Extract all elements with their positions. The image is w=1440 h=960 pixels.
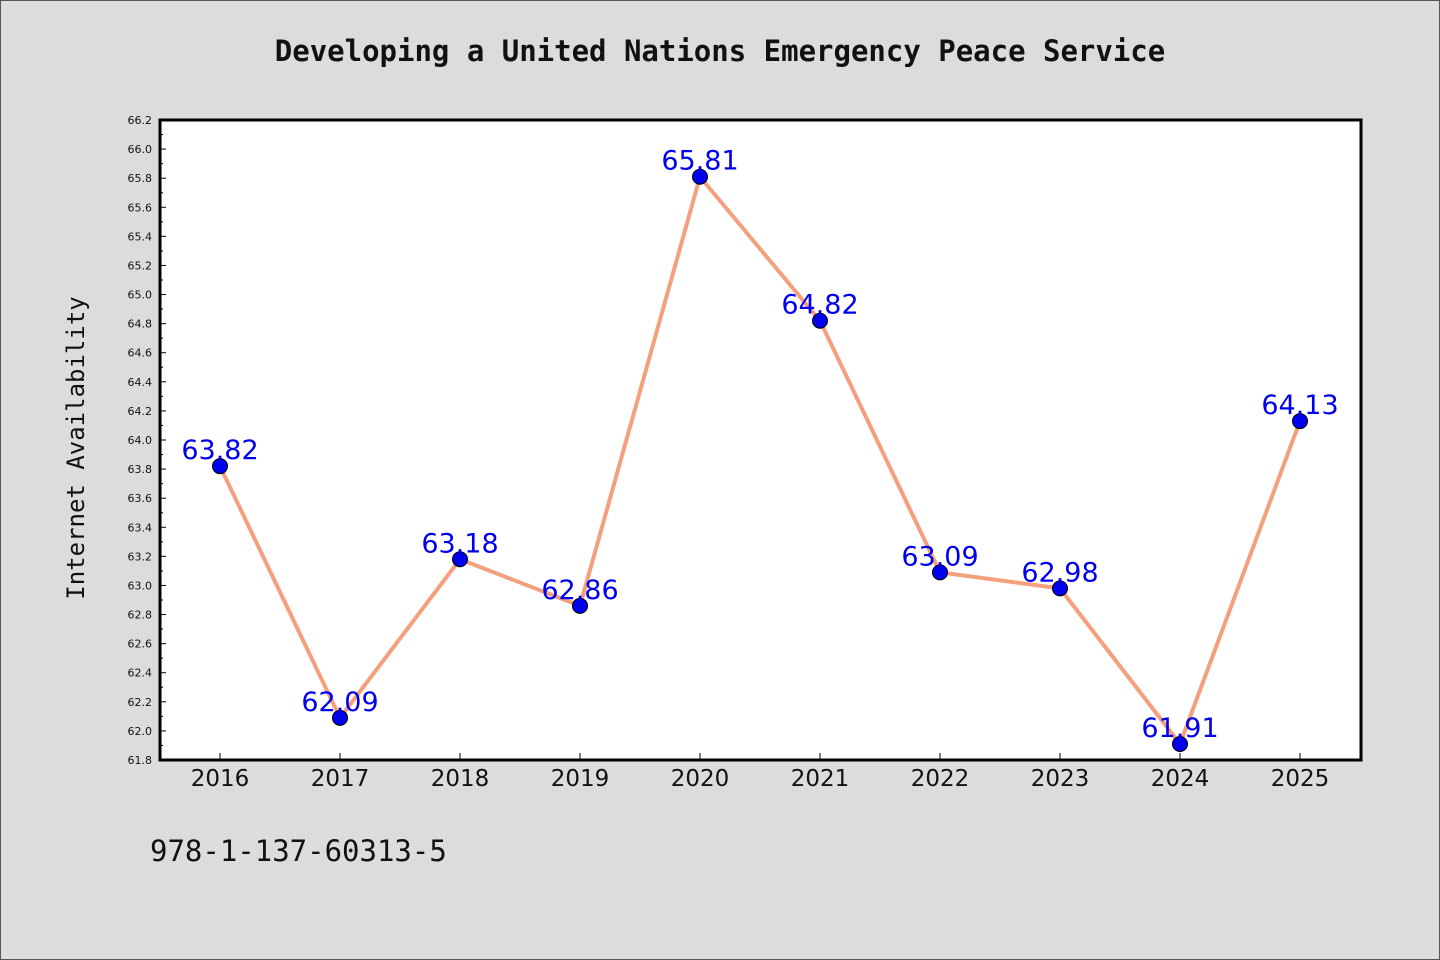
chart-title: Developing a United Nations Emergency Pe… (274, 34, 1166, 68)
y-tick-label: 65.2 (128, 259, 153, 272)
data-point (1052, 580, 1068, 597)
y-tick-label: 65.8 (128, 172, 153, 185)
y-tick-label: 64.0 (128, 434, 153, 447)
x-tick-label: 2016 (191, 766, 250, 792)
y-tick-label: 65.4 (128, 230, 153, 243)
x-tick-label: 2025 (1271, 766, 1330, 792)
y-tick-label: 62.6 (128, 638, 153, 651)
y-tick-label: 63.4 (128, 521, 153, 534)
x-tick-label: 2022 (911, 766, 970, 792)
x-axis: 2016 2017 2018 2019 2020 2021 2022 2023 2024 2025 (191, 753, 1330, 792)
x-tick-label: 2020 (671, 766, 730, 792)
data-point (1172, 736, 1188, 752)
data-point (572, 597, 588, 614)
y-axis: 61.8 62.0 62.2 62.4 62.6 62.8 63.0 63.2 63.4 63.6… (128, 114, 166, 767)
data-label: 63.82 (181, 435, 258, 466)
y-tick-label: 61.8 (128, 754, 153, 767)
y-tick-label: 63.6 (128, 492, 153, 505)
y-tick-label: 64.4 (128, 376, 153, 389)
data-label: 62.98 (1021, 557, 1098, 588)
data-label: 62.09 (301, 687, 378, 718)
y-tick-label: 65.0 (128, 289, 153, 302)
data-label: 63.18 (421, 528, 498, 559)
data-label: 63.09 (901, 541, 978, 572)
y-axis-label: Internet Availability (62, 296, 90, 599)
data-point (212, 458, 228, 475)
y-tick-label: 64.6 (128, 347, 153, 360)
y-tick-label: 66.0 (128, 143, 153, 156)
data-point (1292, 413, 1308, 430)
x-tick-label: 2021 (791, 766, 850, 792)
y-tick-label: 63.0 (128, 579, 153, 592)
data-label: 65.81 (661, 146, 738, 177)
y-tick-label: 64.8 (128, 318, 153, 331)
x-tick-label: 2018 (431, 766, 490, 792)
y-tick-label: 63.2 (128, 550, 153, 563)
y-tick-label: 64.2 (128, 405, 153, 418)
x-tick-label: 2024 (1151, 766, 1210, 792)
y-tick-label: 63.8 (128, 463, 153, 476)
series-group: 63.82 62.09 63.18 62.86 65.81 64.82 63.09 62.98… (181, 146, 1339, 752)
isbn-footer: 978-1-137-60313-5 (150, 834, 447, 868)
data-point (332, 709, 348, 726)
data-point (692, 168, 708, 185)
y-tick-label: 65.6 (128, 201, 153, 214)
data-point (812, 312, 828, 329)
y-tick-label: 62.2 (128, 696, 153, 709)
y-tick-label: 62.0 (128, 725, 153, 738)
y-tick-label: 62.8 (128, 609, 153, 622)
data-point (452, 551, 468, 568)
series-line (218, 174, 1302, 746)
data-label: 62.86 (541, 575, 618, 606)
x-tick-label: 2017 (311, 766, 370, 792)
plot-area (158, 118, 1363, 762)
data-label: 64.82 (781, 290, 858, 321)
data-label: 61.91 (1141, 713, 1218, 744)
x-tick-label: 2019 (551, 766, 610, 792)
data-label: 64.13 (1261, 390, 1338, 421)
x-tick-label: 2023 (1031, 766, 1090, 792)
data-point (932, 564, 948, 581)
y-tick-label: 66.2 (128, 114, 153, 127)
y-tick-label: 62.4 (128, 667, 153, 680)
